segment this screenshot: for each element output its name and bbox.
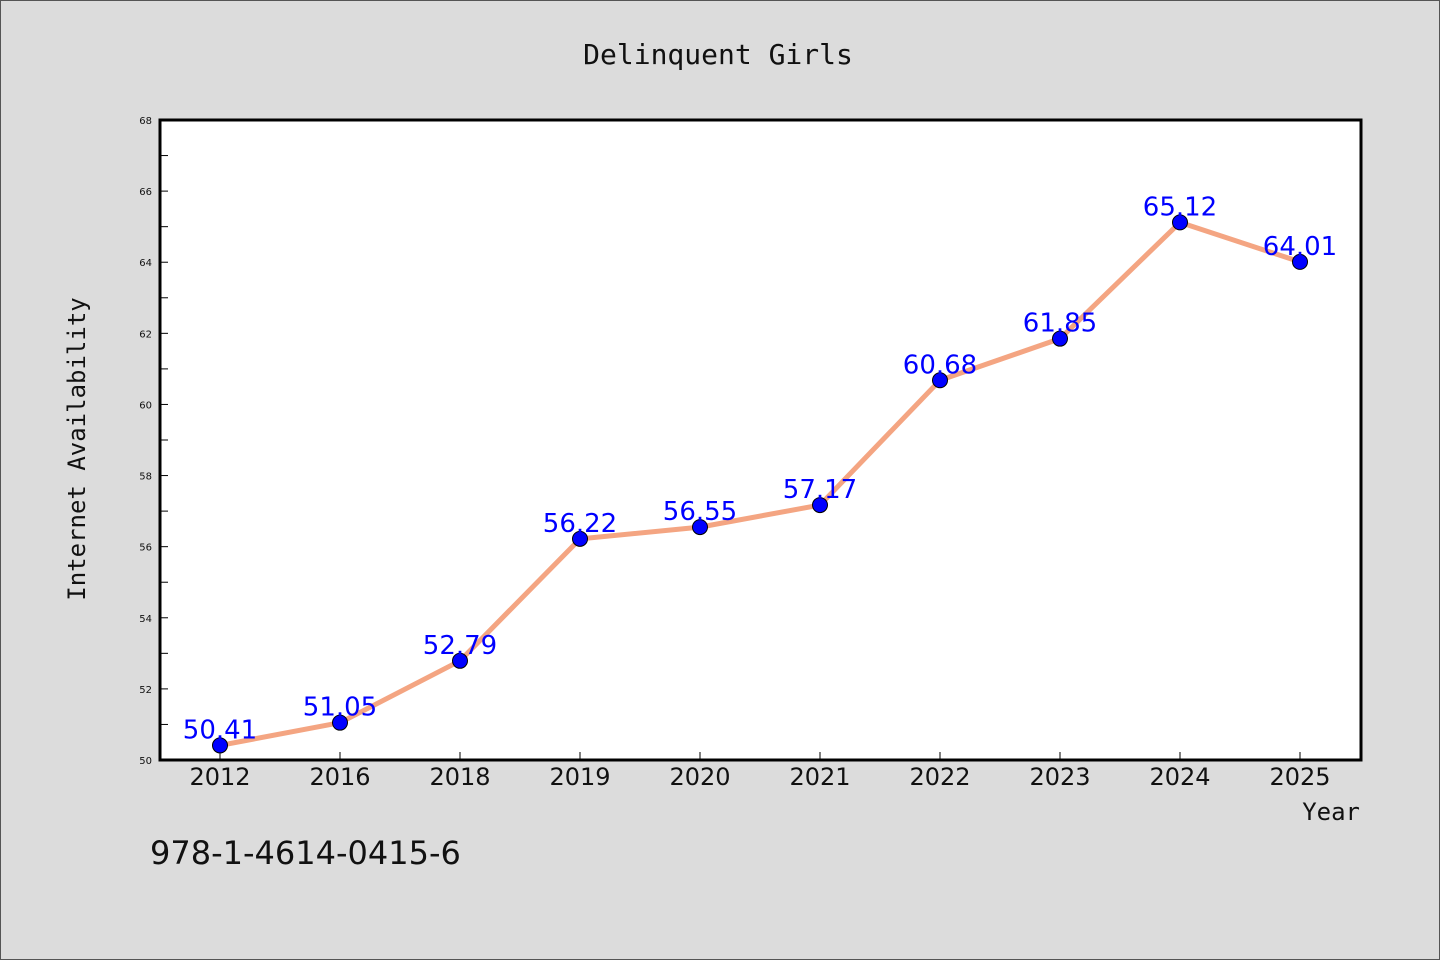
x-tick-label: 2024 [1149, 763, 1210, 791]
data-labels: 50.41 51.05 52.79 56.22 56.55 57.17 60.68 61.85… [183, 192, 1337, 745]
x-tick-label: 2021 [789, 763, 850, 791]
y-tick-label: 52 [139, 685, 152, 696]
x-tick-label: 2012 [189, 763, 250, 791]
data-point-label: 65.12 [1143, 192, 1217, 222]
data-point-marker [932, 372, 948, 389]
y-tick-label: 66 [139, 187, 152, 198]
series-line [217, 219, 1303, 748]
data-point-label: 56.22 [543, 509, 617, 539]
series-markers [212, 214, 1308, 754]
y-axis-label: Internet Availability [63, 297, 91, 600]
data-point-marker [332, 714, 348, 731]
plot-area [160, 120, 1361, 760]
x-tick-label: 2025 [1269, 763, 1330, 791]
x-axis-label: Year [1302, 798, 1360, 826]
data-point-label: 51.05 [303, 693, 377, 723]
y-tick-label: 64 [139, 258, 152, 269]
data-point-label: 56.55 [663, 497, 737, 527]
data-point-marker [1052, 330, 1068, 347]
data-point-marker [452, 652, 468, 669]
isbn-text: 978-1-4614-0415-6 [150, 834, 461, 872]
y-tick-label: 58 [139, 472, 152, 483]
data-point-label: 57.17 [783, 475, 857, 505]
data-point-marker [1172, 214, 1188, 231]
x-tick-label: 2016 [309, 763, 370, 791]
y-tick-label: 56 [139, 543, 152, 554]
data-point-label: 52.79 [423, 631, 497, 661]
data-point-marker [212, 737, 228, 754]
chart-title: Delinquent Girls [583, 38, 853, 71]
data-point-label: 64.01 [1263, 232, 1337, 262]
x-axis: 2012 2016 2018 2019 2020 2021 2022 2023 2024 2025 [189, 752, 1331, 791]
data-point-marker [692, 519, 708, 536]
x-tick-label: 2020 [669, 763, 730, 791]
data-point-marker [572, 530, 588, 547]
data-point-marker [1292, 253, 1308, 270]
x-tick-label: 2023 [1029, 763, 1090, 791]
plot-border [158, 118, 1363, 762]
x-tick-label: 2019 [549, 763, 610, 791]
y-tick-label: 62 [139, 329, 152, 340]
x-tick-label: 2018 [429, 763, 490, 791]
x-tick-label: 2022 [909, 763, 970, 791]
data-point-label: 61.85 [1023, 309, 1097, 339]
y-tick-label: 50 [139, 756, 152, 767]
y-tick-label: 54 [139, 614, 152, 625]
y-tick-label: 60 [139, 400, 152, 411]
data-point-label: 60.68 [903, 350, 977, 380]
data-point-label: 50.41 [183, 715, 257, 745]
data-point-marker [812, 497, 828, 514]
y-tick-label: 68 [139, 116, 152, 127]
